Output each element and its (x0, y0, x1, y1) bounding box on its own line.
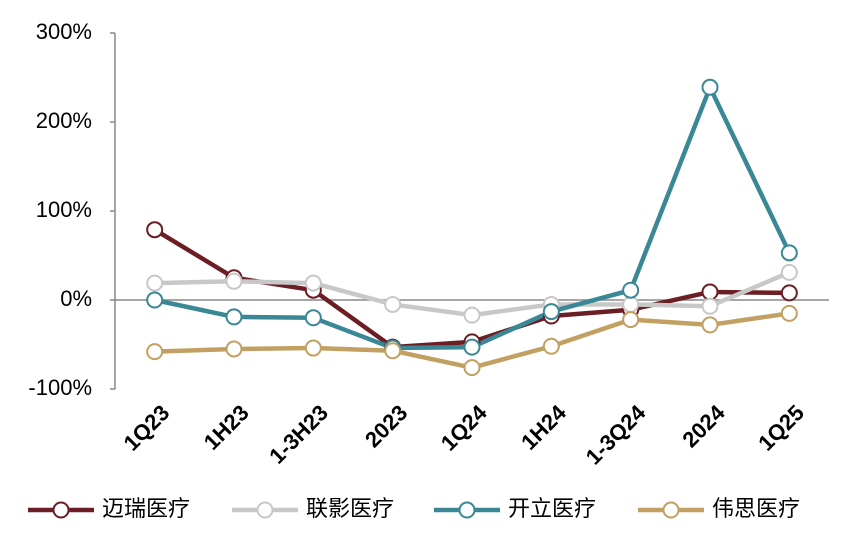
point (146, 343, 164, 361)
y-tick-label: 100% (36, 197, 92, 222)
legend-marker (52, 501, 70, 519)
point (780, 263, 798, 281)
x-tick-label: 1-3Q24 (581, 399, 651, 469)
point (146, 274, 164, 292)
point (463, 338, 481, 356)
point (384, 342, 402, 360)
y-tick-label: 200% (36, 108, 92, 133)
x-tick-label: 1Q24 (436, 399, 492, 455)
point (225, 308, 243, 326)
legend-marker (256, 501, 274, 519)
point (701, 316, 719, 334)
legend-marker (458, 501, 476, 519)
point (225, 340, 243, 358)
y-tick-label: -100% (28, 375, 92, 400)
x-tick-label: 1Q23 (119, 400, 175, 456)
point (542, 337, 560, 355)
point (622, 311, 640, 329)
point (622, 281, 640, 299)
legend-label: 联影医疗 (306, 496, 394, 521)
point (701, 283, 719, 301)
point (780, 244, 798, 262)
point (463, 359, 481, 377)
point (463, 306, 481, 324)
legend-marker (662, 501, 680, 519)
legend-label: 伟思医疗 (712, 496, 800, 521)
point (146, 291, 164, 309)
point (225, 272, 243, 290)
point (622, 295, 640, 313)
x-tick-label: 2023 (360, 400, 412, 452)
point (780, 304, 798, 322)
y-tick-label: 0% (60, 286, 92, 311)
point (304, 274, 322, 292)
legend-label: 迈瑞医疗 (102, 496, 190, 521)
point (304, 309, 322, 327)
point (780, 284, 798, 302)
point (701, 78, 719, 96)
legend-label: 开立医疗 (508, 496, 596, 521)
x-tick-label: 1-3H23 (264, 400, 333, 469)
point (304, 339, 322, 357)
point (701, 297, 719, 315)
x-tick-label: 1H23 (199, 400, 254, 455)
series-line (153, 227, 790, 350)
point (384, 295, 402, 313)
point (542, 303, 560, 321)
x-tick-label: 1H24 (516, 399, 571, 454)
x-tick-label: 1Q25 (753, 400, 809, 456)
y-tick-label: 300% (36, 19, 92, 44)
x-tick-label: 2024 (677, 399, 730, 452)
point (146, 221, 164, 239)
